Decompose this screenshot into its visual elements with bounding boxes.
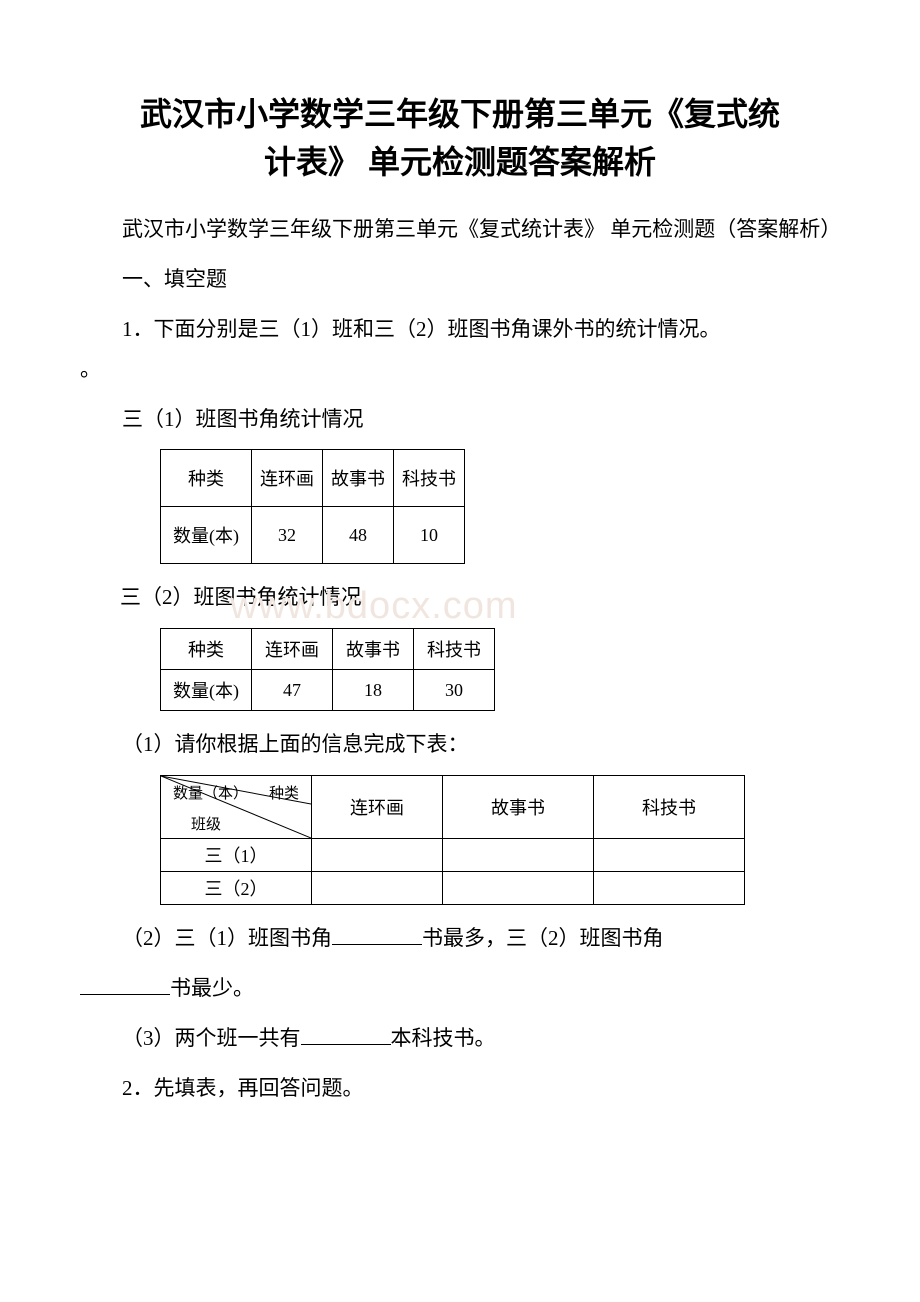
t3-row-2-label: 三（2） xyxy=(161,872,312,905)
q1-2-part-c: 书最少。 xyxy=(170,976,254,1000)
t2-header-story: 故事书 xyxy=(333,629,414,670)
t2-header-tech: 科技书 xyxy=(414,629,495,670)
title-line-1: 武汉市小学数学三年级下册第三单元《复式统 xyxy=(140,96,780,132)
t3-diag-bottom: 班级 xyxy=(191,813,221,834)
question-1-period: 。 xyxy=(80,350,840,390)
t3-row-2-story xyxy=(443,872,594,905)
table-2-caption: 三（2）班图书角统计情况 xyxy=(80,578,840,618)
t3-row-1-label: 三（1） xyxy=(161,839,312,872)
t2-header-comic: 连环画 xyxy=(252,629,333,670)
q1-2-part-a: （2）三（1）班图书角 xyxy=(122,926,332,950)
t1-story-value: 48 xyxy=(323,507,394,564)
title-line-2: 计表》 单元检测题答案解析 xyxy=(264,144,656,180)
t3-col-comic: 连环画 xyxy=(312,776,443,839)
blank-3 xyxy=(301,1023,391,1045)
t2-row-label: 数量(本) xyxy=(161,670,252,711)
t3-row-1-comic xyxy=(312,839,443,872)
t3-row-1-tech xyxy=(594,839,745,872)
table-1-caption: 三（1）班图书角统计情况 xyxy=(80,400,840,440)
t1-header-kind: 种类 xyxy=(161,450,252,507)
t1-tech-value: 10 xyxy=(394,507,465,564)
question-1-2-cont: 书最少。 xyxy=(80,969,840,1009)
t3-diagonal-header: 种类 数量（本） 班级 xyxy=(161,776,312,839)
q1-2-part-b: 书最多，三（2）班图书角 xyxy=(422,926,664,950)
t2-header-kind: 种类 xyxy=(161,629,252,670)
t1-header-comic: 连环画 xyxy=(252,450,323,507)
q1-3-part-a: （3）两个班一共有 xyxy=(122,1026,301,1050)
table-combined: 种类 数量（本） 班级 连环画 故事书 科技书 三（1） 三（2） xyxy=(160,775,745,905)
t3-row-1-story xyxy=(443,839,594,872)
table-class-1: 种类 连环画 故事书 科技书 数量(本) 32 48 10 xyxy=(160,449,465,564)
question-1-2: （2）三（1）班图书角 书最多，三（2）班图书角 xyxy=(80,919,840,959)
t3-diag-top: 种类 xyxy=(269,782,299,803)
question-1-text: 1．下面分别是三（1）班和三（2）班图书角课外书的统计情况。 xyxy=(80,310,840,350)
t2-story-value: 18 xyxy=(333,670,414,711)
blank-1 xyxy=(332,923,422,945)
t3-diag-left: 数量（本） xyxy=(173,782,248,803)
t3-col-story: 故事书 xyxy=(443,776,594,839)
t1-header-story: 故事书 xyxy=(323,450,394,507)
section-1-heading: 一、填空题 xyxy=(80,260,840,300)
question-2-text: 2．先填表，再回答问题。 xyxy=(80,1069,840,1109)
intro-paragraph: 武汉市小学数学三年级下册第三单元《复式统计表》 单元检测题（答案解析） xyxy=(80,210,840,250)
t1-comic-value: 32 xyxy=(252,507,323,564)
t1-header-tech: 科技书 xyxy=(394,450,465,507)
t3-row-2-tech xyxy=(594,872,745,905)
blank-2 xyxy=(80,973,170,995)
q1-3-part-b: 本科技书。 xyxy=(391,1026,496,1050)
table-class-2: 种类 连环画 故事书 科技书 数量(本) 47 18 30 xyxy=(160,628,495,711)
question-1-1-text: （1）请你根据上面的信息完成下表： xyxy=(80,725,840,765)
t2-comic-value: 47 xyxy=(252,670,333,711)
t3-row-2-comic xyxy=(312,872,443,905)
t1-row-label: 数量(本) xyxy=(161,507,252,564)
t3-col-tech: 科技书 xyxy=(594,776,745,839)
t2-tech-value: 30 xyxy=(414,670,495,711)
question-1-3: （3）两个班一共有 本科技书。 xyxy=(80,1019,840,1059)
